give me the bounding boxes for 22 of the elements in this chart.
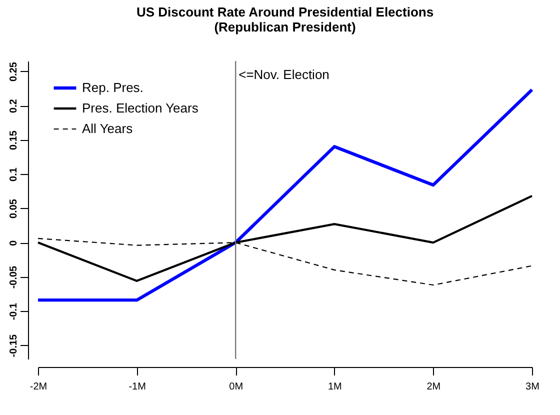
legend-label: All Years	[82, 121, 134, 136]
x-tick-label: -2M	[30, 382, 48, 392]
legend-label: Pres. Election Years	[82, 100, 199, 116]
y-tick-label: 0.25	[8, 62, 20, 82]
x-tick-label: 1M	[328, 382, 342, 392]
x-tick-label: 0M	[229, 382, 244, 392]
ref-line-label: <=Nov. Election	[238, 67, 330, 82]
x-tick-label: 3M	[526, 382, 540, 392]
legend-label: Rep. Pres.	[82, 80, 144, 95]
y-tick-label: 0.05	[8, 198, 20, 219]
y-tick-label: 0.15	[8, 130, 20, 150]
chart-title: US Discount Rate Around Presidential Elections	[136, 4, 434, 20]
chart-subtitle: (Republican President)	[214, 19, 356, 34]
y-tick-label: 0.2	[8, 98, 20, 113]
y-tick-label: -0.05	[8, 265, 20, 289]
line-series	[36, 194, 534, 282]
y-tick-label: 0	[8, 240, 20, 246]
y-tick-label: -0.1	[8, 302, 20, 320]
y-tick-label: -0.15	[8, 334, 20, 358]
y-tick-label: 0.1	[8, 167, 20, 182]
x-tick-label: 2M	[426, 382, 441, 392]
x-tick-label: -1M	[128, 382, 146, 392]
